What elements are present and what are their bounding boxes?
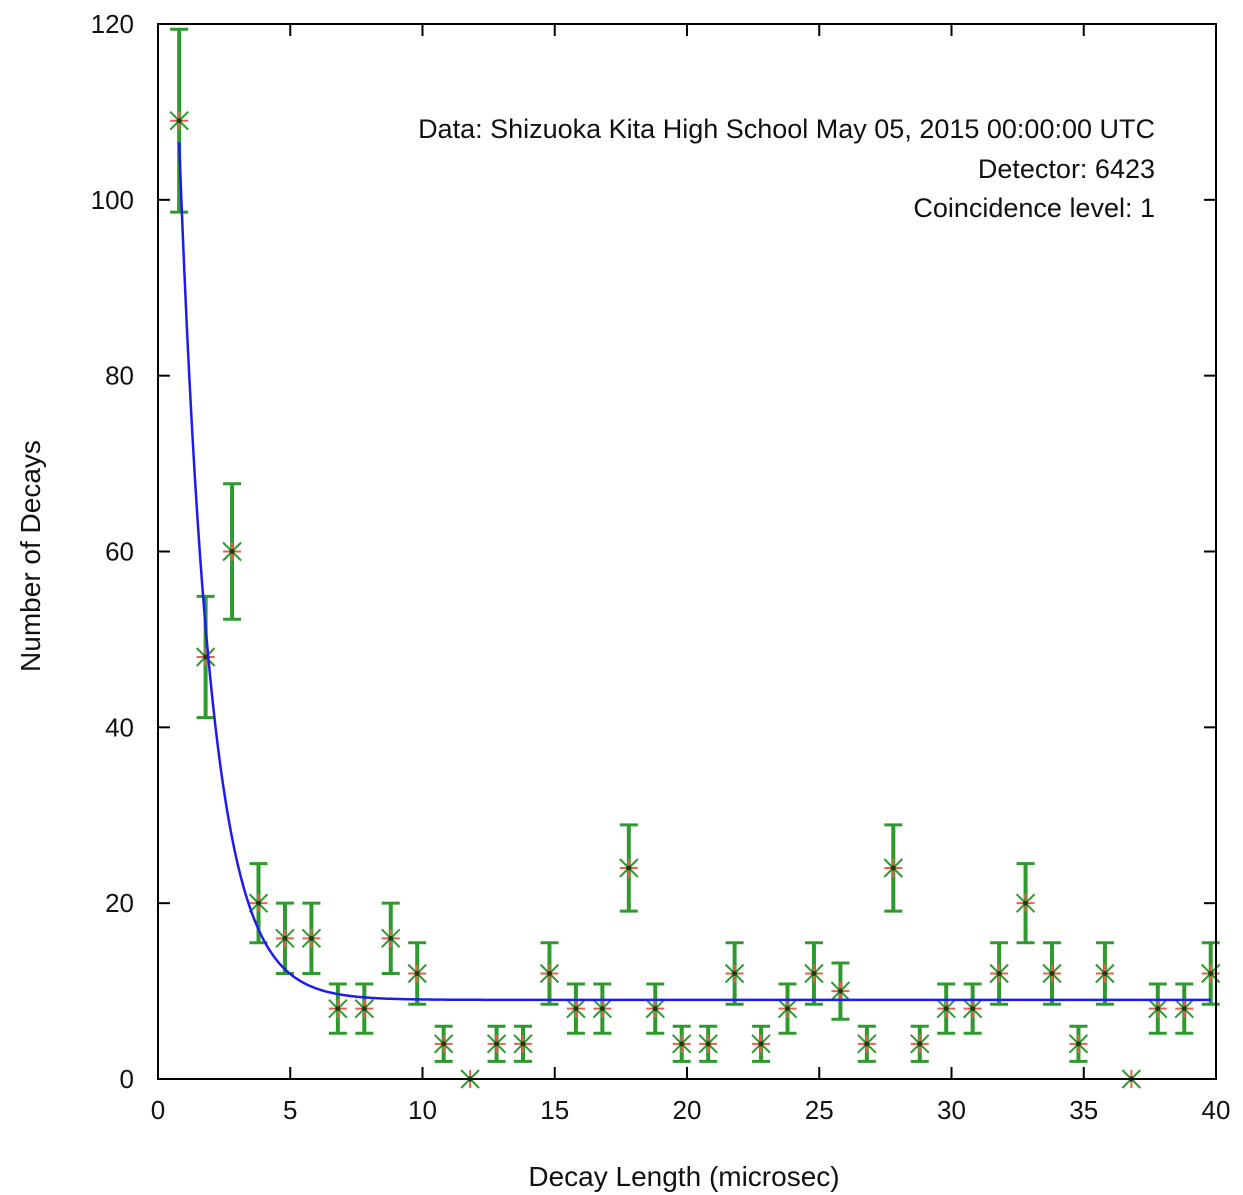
y-tick-label: 20 [105,888,134,918]
data-point [354,998,375,1019]
error-bars [170,27,1220,1063]
data-point [592,998,613,1019]
y-axis-label: Number of Decays [15,440,46,672]
data-point [1148,998,1168,1019]
y-tick-label: 80 [105,361,134,391]
x-tick-label: 10 [408,1095,437,1125]
x-tick-label: 40 [1202,1095,1231,1125]
data-point [328,998,348,1019]
fit-curve [177,142,1211,1002]
data-point [724,963,745,984]
data-point [830,981,851,1001]
annotation-coincidence: Coincidence level: 1 [913,193,1155,223]
data-point [672,1034,692,1054]
data-point [381,928,401,949]
annotation-detector: Detector: 6423 [978,154,1155,184]
data-point [539,963,560,984]
y-tick-label: 120 [91,9,134,39]
data-point [989,963,1009,984]
data-points [169,111,1221,1089]
data-point [222,541,242,562]
data-point [1042,963,1062,984]
x-tick-label: 15 [540,1095,569,1125]
y-tick-label: 0 [120,1064,134,1094]
x-tick-label: 0 [151,1095,165,1125]
data-point [645,998,665,1019]
data-point [1174,998,1194,1019]
data-point [962,998,983,1019]
data-point [169,111,189,131]
data-point [275,928,295,949]
data-point [1068,1034,1089,1054]
data-point [1201,963,1221,984]
data-point [883,858,904,878]
y-axis-ticks: 0 20 40 60 80 100 120 [91,9,1216,1094]
data-point [910,1034,930,1054]
y-tick-label: 40 [105,712,134,742]
data-point [804,963,824,984]
data-point [407,963,427,984]
data-point [486,1034,507,1054]
data-point [433,1034,454,1054]
data-point [698,1034,718,1054]
annotation-data-source: Data: Shizuoka Kita High School May 05, … [418,114,1155,144]
x-tick-label: 35 [1069,1095,1098,1125]
data-point [777,998,798,1019]
x-tick-label: 25 [805,1095,834,1125]
data-point [566,998,586,1019]
data-point [1095,963,1115,984]
x-axis-ticks: 0 5 10 15 20 25 30 35 40 [151,24,1231,1125]
y-tick-label: 100 [91,185,134,215]
data-point [936,998,956,1019]
data-point [195,647,216,667]
data-point [857,1034,877,1054]
data-point [751,1034,771,1054]
data-point [301,928,322,949]
x-tick-label: 5 [283,1095,297,1125]
data-point [248,893,269,913]
x-tick-label: 30 [937,1095,966,1125]
x-axis-label: Decay Length (microsec) [528,1161,839,1192]
y-tick-label: 60 [105,537,134,567]
data-point [1015,893,1036,913]
x-tick-label: 20 [673,1095,702,1125]
data-point [513,1034,533,1054]
data-point [619,858,639,878]
